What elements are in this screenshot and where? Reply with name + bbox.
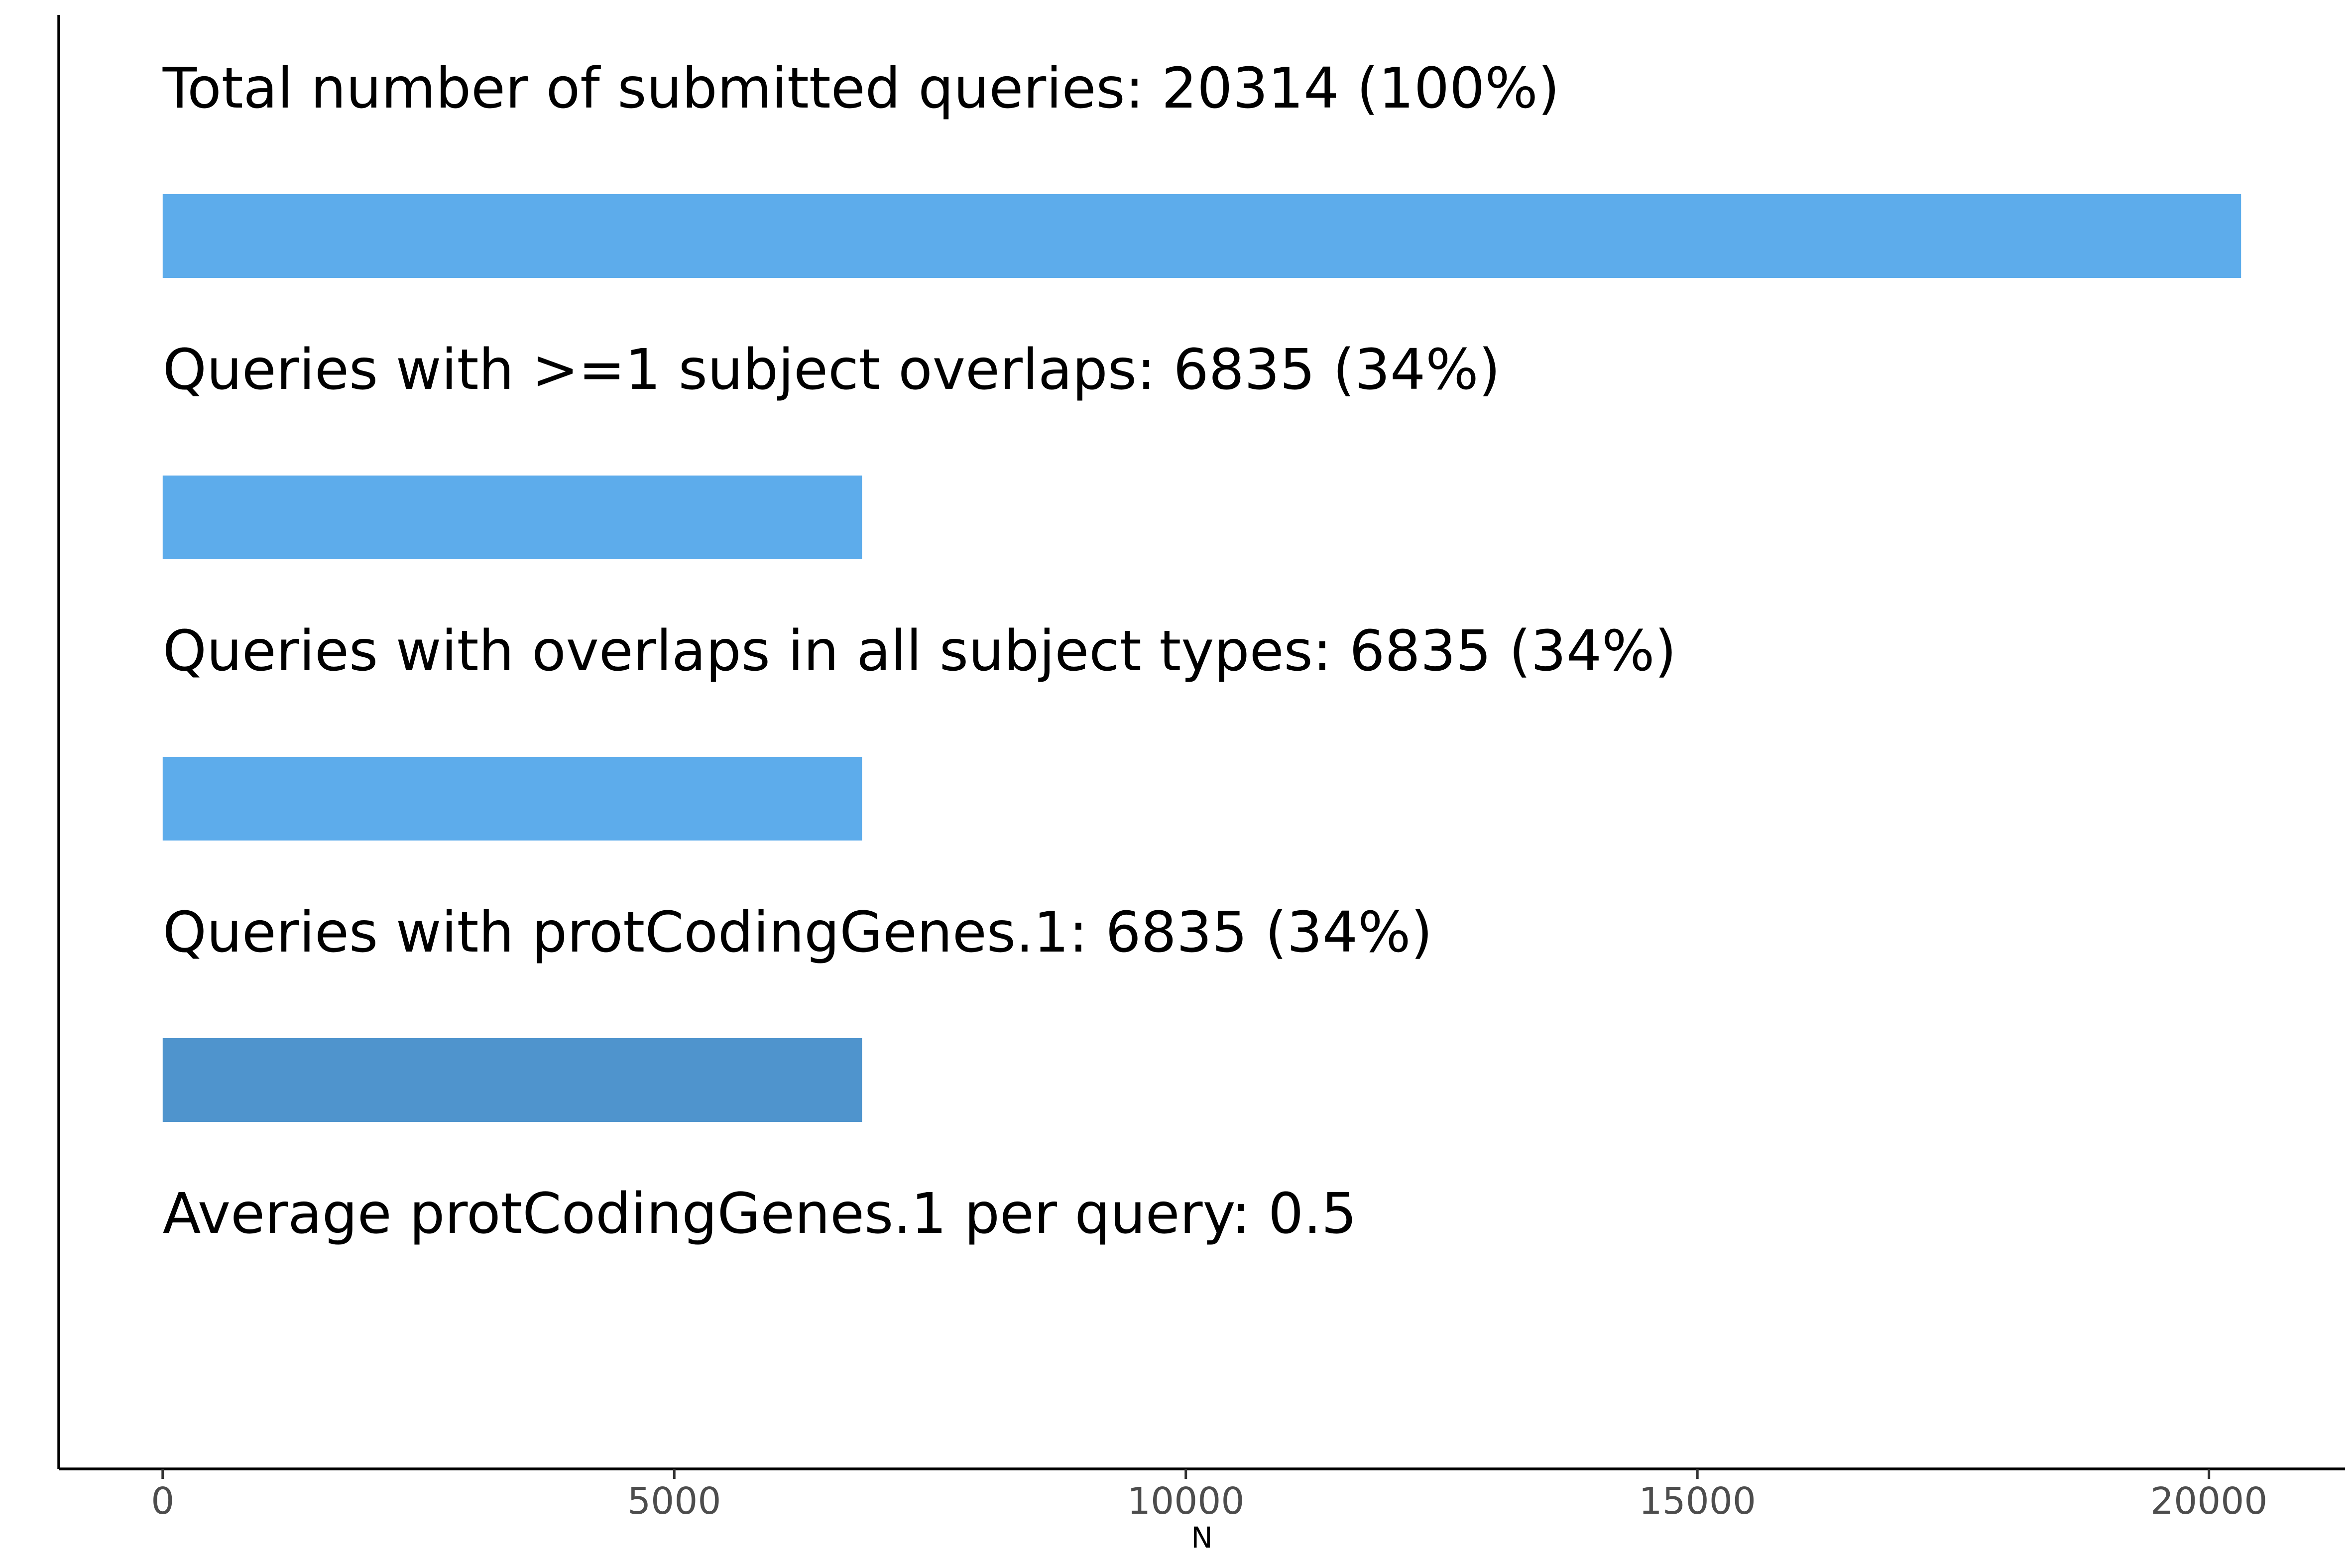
x-ticks-layer: 0 5000 10000 15000 20000	[151, 1469, 2267, 1523]
bar-labels-layer: Total number of submitted queries: 20314…	[162, 56, 1676, 1246]
bar-label-1: Total number of submitted queries: 20314…	[162, 56, 1560, 121]
x-tick-label-10000: 10000	[1127, 1480, 1244, 1523]
x-tick-label-5000: 5000	[627, 1480, 721, 1523]
bar-2	[162, 476, 862, 559]
bars-layer	[162, 194, 2241, 1403]
bar-1	[162, 194, 2241, 278]
x-tick-label-20000: 20000	[2150, 1480, 2267, 1523]
bar-4	[162, 1038, 862, 1122]
bar-label-3: Queries with overlaps in all subject typ…	[163, 619, 1676, 684]
x-tick-label-15000: 15000	[1639, 1480, 1756, 1523]
x-tick-label-0: 0	[151, 1480, 174, 1523]
bar-label-5: Average protCodingGenes.1 per query: 0.5	[163, 1182, 1357, 1246]
bar-3	[162, 757, 862, 841]
x-axis-title: N	[1191, 1521, 1212, 1555]
bar-label-2: Queries with >=1 subject overlaps: 6835 …	[163, 338, 1501, 402]
bar-label-4: Queries with protCodingGenes.1: 6835 (34…	[163, 900, 1433, 965]
